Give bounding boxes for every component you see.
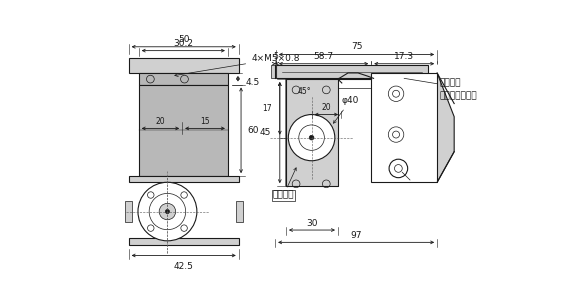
Text: 20: 20 [321, 103, 331, 112]
Bar [271, 65, 276, 78]
Polygon shape [286, 79, 338, 186]
Text: 15: 15 [200, 117, 210, 126]
Circle shape [159, 203, 175, 220]
Text: ドグ金具: ドグ金具 [273, 168, 296, 200]
Text: 4.5: 4.5 [245, 78, 260, 87]
Circle shape [389, 159, 408, 178]
Bar [129, 176, 238, 182]
Text: 58.7: 58.7 [314, 52, 333, 62]
Circle shape [289, 115, 335, 161]
Text: 17: 17 [262, 104, 272, 113]
Text: 30.2: 30.2 [173, 39, 194, 48]
Bar [276, 65, 428, 78]
Text: 45°: 45° [298, 87, 311, 96]
Bar [125, 201, 132, 222]
Bar [236, 201, 243, 222]
Bar [139, 73, 228, 85]
Text: 5: 5 [273, 52, 278, 62]
Text: 50: 50 [178, 35, 189, 44]
Circle shape [149, 194, 185, 230]
Text: 4×M5×0.8: 4×M5×0.8 [175, 54, 300, 76]
Text: 42.5: 42.5 [174, 262, 194, 271]
Text: 97: 97 [350, 231, 362, 240]
Text: 30: 30 [306, 219, 318, 228]
Text: 17.3: 17.3 [394, 52, 415, 62]
Text: 60: 60 [247, 126, 259, 135]
Circle shape [395, 165, 402, 172]
Circle shape [166, 209, 170, 214]
Circle shape [138, 182, 197, 241]
Bar [139, 85, 228, 176]
Circle shape [309, 135, 314, 140]
Text: φ40: φ40 [333, 96, 359, 123]
Text: リミット
スイッチ取付台: リミット スイッチ取付台 [440, 78, 477, 100]
Text: 45: 45 [259, 128, 271, 137]
Text: 20: 20 [156, 117, 165, 126]
Bar [286, 79, 338, 186]
Bar [129, 58, 238, 73]
Bar [129, 238, 238, 245]
Circle shape [299, 125, 324, 150]
Bar [371, 73, 437, 182]
Polygon shape [437, 73, 454, 182]
Text: 75: 75 [351, 42, 362, 51]
Ellipse shape [301, 131, 322, 144]
